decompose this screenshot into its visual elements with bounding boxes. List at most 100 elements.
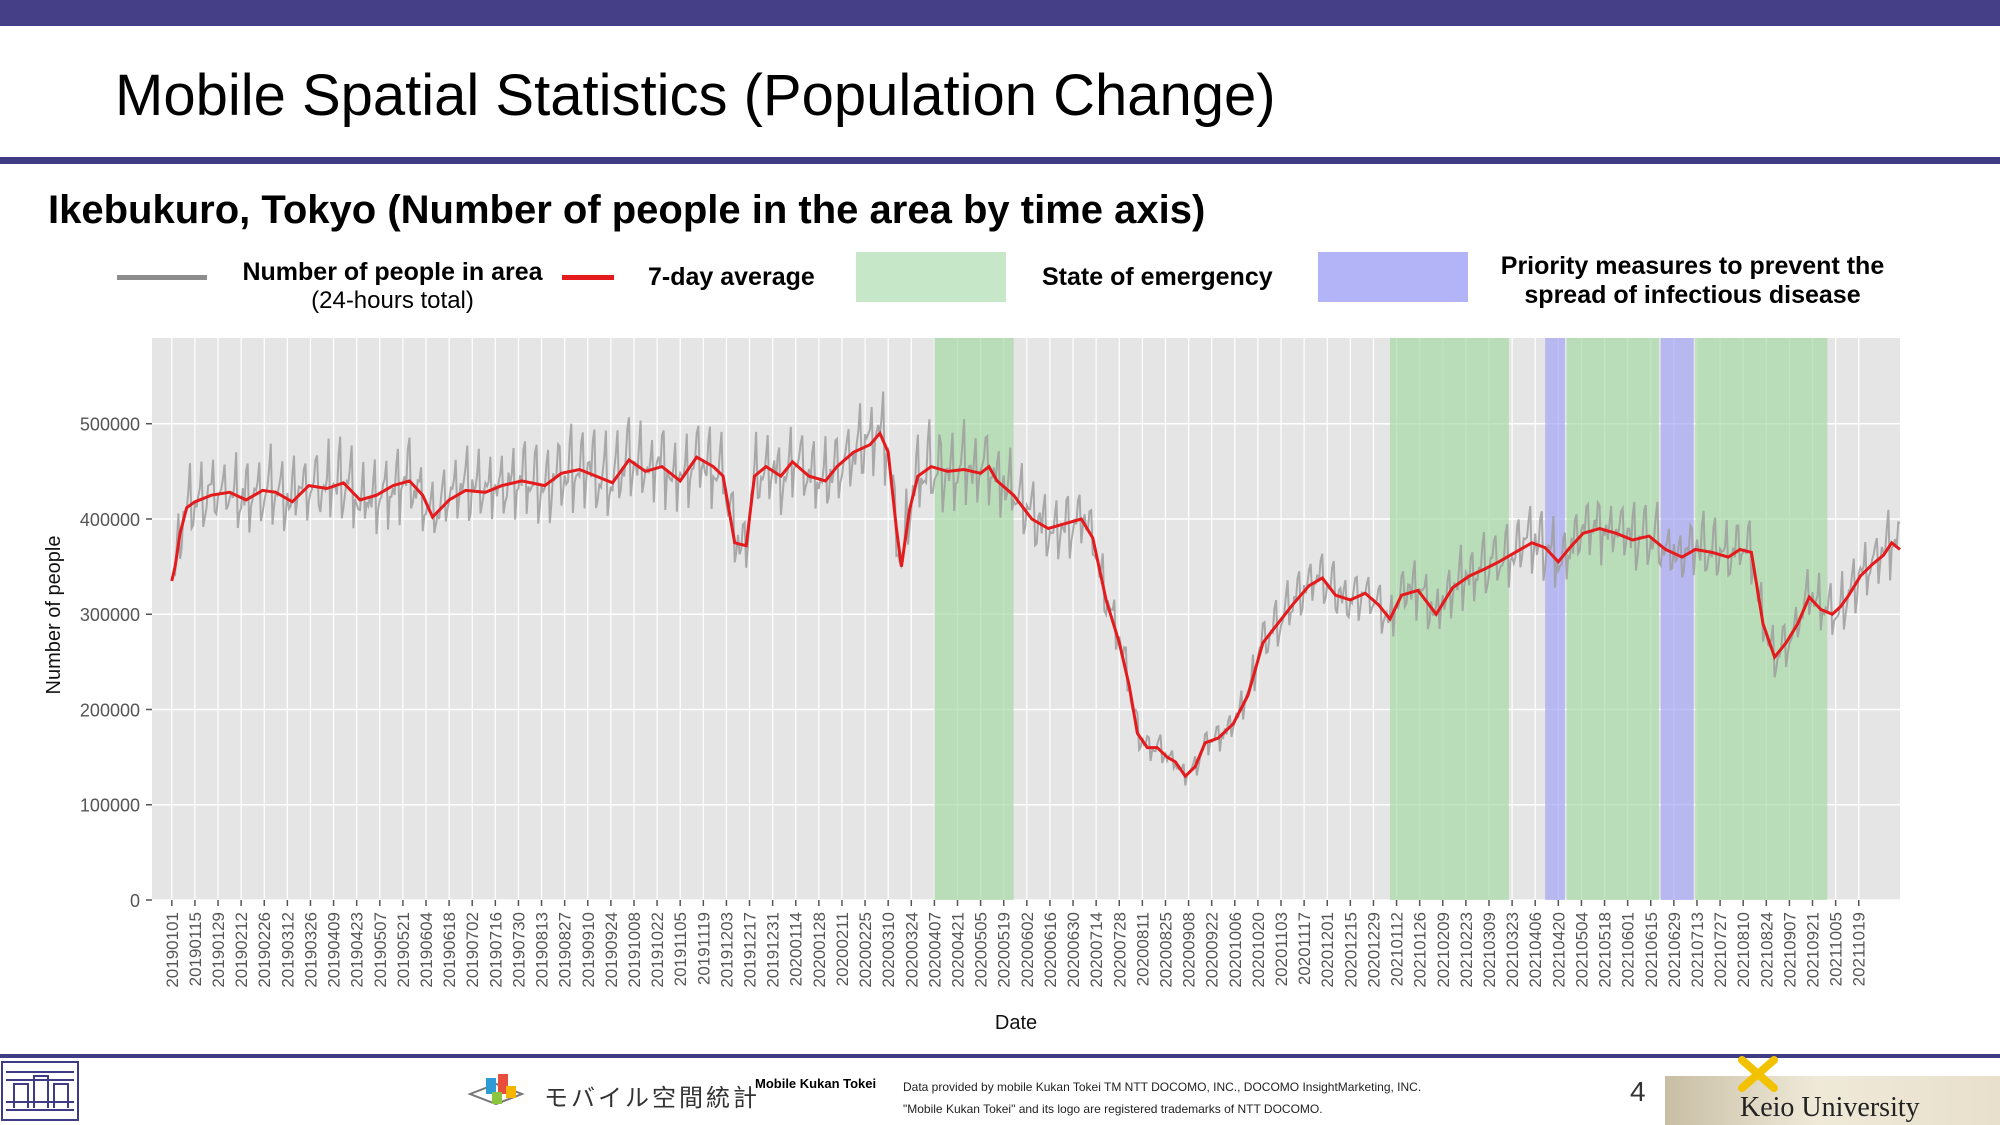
x-tick-label: 20210601 [1619,912,1638,988]
legend-avg-swatch [562,275,614,280]
x-tick-label: 20210810 [1734,912,1753,988]
data-credit: Data provided by mobile Kukan Tokei TM N… [903,1076,1421,1120]
x-tick-label: 20191119 [694,912,713,985]
y-tick-label: 0 [130,891,140,911]
x-tick-label: 20190702 [463,912,482,988]
x-tick-label: 20201020 [1249,912,1268,988]
x-tick-label: 20201006 [1226,912,1245,988]
x-tick-label: 20200225 [856,912,875,988]
x-tick-label: 20201201 [1318,912,1337,988]
x-tick-label: 20200630 [1064,912,1083,988]
x-tick-label: 20210921 [1804,912,1823,988]
x-tick-label: 20190924 [602,912,621,988]
x-tick-label: 20210713 [1688,912,1707,988]
header-bar [0,0,2000,26]
x-tick-label: 20200407 [925,912,944,988]
x-tick-label: 20200908 [1180,912,1199,988]
x-tick-label: 20201117 [1295,912,1314,985]
legend-raw-sublabel: (24-hours total) [311,287,474,314]
university-name: Keio University [1740,1092,1920,1123]
x-tick-label: 20191022 [648,912,667,988]
y-tick-label: 100000 [80,796,140,816]
mobile-kukan-tokei-en: Mobile Kukan Tokei [755,1076,877,1091]
x-tick-label: 20190507 [371,912,390,988]
x-axis-title: Date [995,1012,1037,1034]
x-tick-label: 20190716 [486,912,505,988]
legend-priority-swatch [1318,252,1468,302]
x-tick-label: 20190409 [325,912,344,988]
title-divider [0,157,2000,164]
x-tick-label: 20191203 [717,912,736,988]
credit-line-2: "Mobile Kukan Tokei" and its logo are re… [903,1102,1323,1116]
x-tick-label: 20190326 [301,912,320,988]
x-tick-label: 20190101 [163,912,182,988]
organization-logo [1,1061,79,1121]
x-tick-label: 20190618 [440,912,459,988]
x-tick-label: 20191105 [671,912,690,986]
x-tick-label: 20200616 [1041,912,1060,988]
footer-divider [0,1054,2000,1058]
x-tick-label: 20200505 [972,912,991,988]
avg-series-line [170,430,1901,779]
priority-period-band [1545,338,1565,900]
x-tick-label: 20211005 [1827,912,1846,986]
x-tick-label: 20210727 [1711,912,1730,988]
mobile-kukan-tokei-logo-icon [467,1074,525,1106]
slide-title: Mobile Spatial Statistics (Population Ch… [115,63,1276,128]
x-tick-label: 20200211 [833,912,852,986]
x-tick-label: 20200602 [1018,912,1037,988]
legend-raw-item: Number of people in area (24-hours total… [230,258,555,315]
legend-emergency-swatch [856,252,1006,302]
legend-priority-label-1: Priority measures to prevent the [1500,252,1885,280]
legend-raw-swatch [117,275,207,280]
x-tick-label: 20190910 [579,912,598,988]
x-tick-label: 20200714 [1087,912,1106,988]
x-tick-label: 20190827 [556,912,575,988]
x-tick-label: 20210126 [1411,912,1430,988]
x-tick-label: 20190521 [394,912,413,988]
x-tick-label: 20211019 [1850,912,1869,986]
university-banner [1665,1076,2000,1125]
x-tick-label: 20210518 [1596,912,1615,988]
legend-priority-label-2: spread of infectious disease [1524,281,1861,309]
x-tick-label: 20210323 [1503,912,1522,988]
x-tick-label: 20210406 [1526,912,1545,988]
legend-priority-item: Priority measures to prevent the spread … [1470,252,1915,310]
y-tick-label: 500000 [80,415,140,435]
x-tick-label: 20191231 [764,912,783,988]
x-tick-label: 20201229 [1364,912,1383,988]
emergency-period-band [934,338,1014,900]
x-tick-label: 20191217 [741,912,760,988]
x-tick-label: 20191008 [625,912,644,988]
x-tick-label: 20210309 [1480,912,1499,988]
priority-period-band [1660,338,1694,900]
x-tick-label: 20190115 [186,912,205,986]
x-tick-label: 20210824 [1757,912,1776,988]
y-tick-label: 300000 [80,605,140,625]
y-tick-label: 200000 [80,700,140,720]
page-number: 4 [1630,1076,1646,1107]
x-tick-label: 20190730 [509,912,528,988]
x-tick-label: 20200310 [879,912,898,988]
x-tick-label: 20210615 [1642,912,1661,988]
x-tick-label: 20190604 [417,912,436,988]
x-tick-label: 20210420 [1549,912,1568,988]
y-axis-title: Number of people [43,536,65,695]
keio-pen-icon [1738,1056,1778,1092]
x-tick-label: 20210907 [1780,912,1799,988]
x-tick-label: 20190226 [255,912,274,988]
x-tick-label: 20200114 [787,912,806,986]
x-tick-label: 20200811 [1133,912,1152,986]
x-tick-label: 20200922 [1203,912,1222,988]
x-tick-label: 20200728 [1110,912,1129,988]
x-tick-label: 20200825 [1156,912,1175,988]
x-tick-label: 20200421 [948,912,967,988]
y-tick-label: 400000 [80,510,140,530]
legend-emergency-label: State of emergency [1042,263,1273,291]
credit-line-1: Data provided by mobile Kukan Tokei TM N… [903,1080,1422,1094]
legend-avg-label: 7-day average [648,263,815,291]
x-tick-label: 20190813 [533,912,552,988]
x-tick-label: 20210629 [1665,912,1684,988]
x-tick-label: 20190312 [278,912,297,988]
